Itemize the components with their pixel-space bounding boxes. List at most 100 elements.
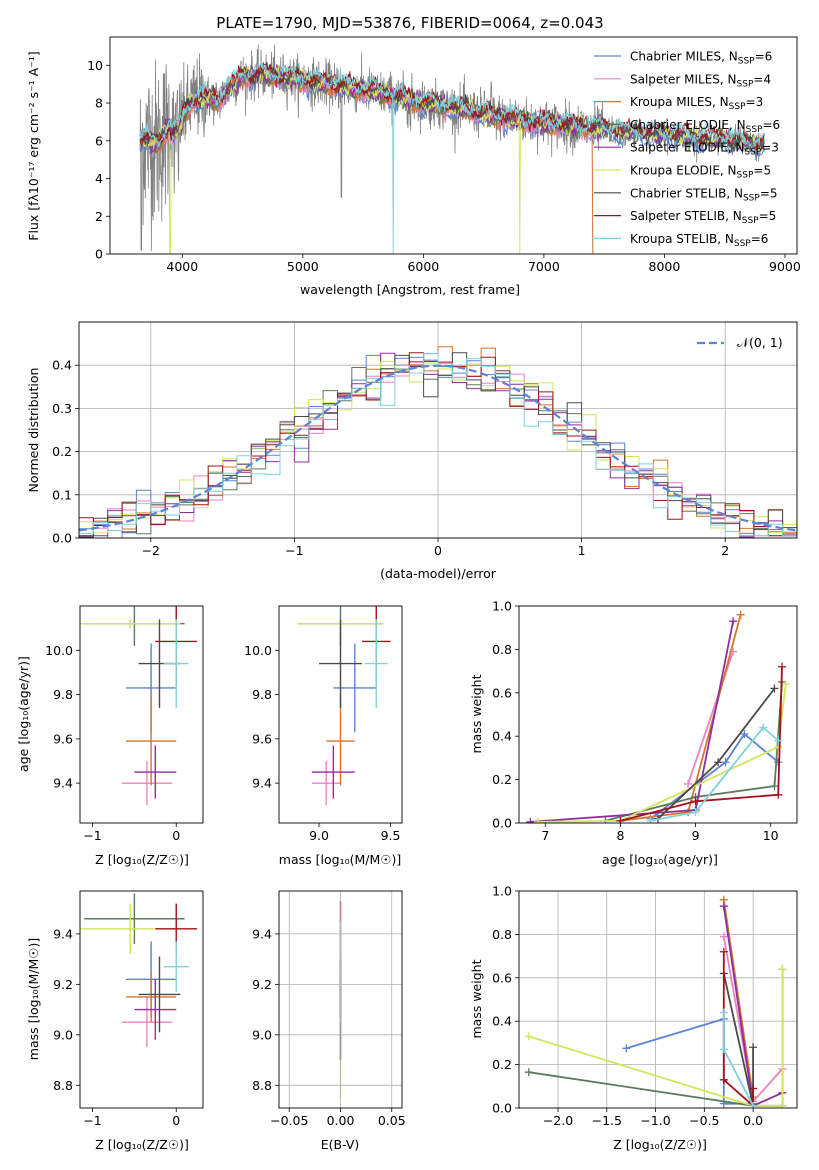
x-tick-label: 1 <box>578 543 586 558</box>
model-spectrum-kroupa-stelib <box>139 61 765 254</box>
panel-5: 7 8 9 10 0.0 0.2 0.4 0.6 0.8 1.0 <box>492 599 798 843</box>
y-tick-label: 10.0 <box>45 643 73 658</box>
axes-frame <box>109 36 798 255</box>
x-tick-label: −1 <box>285 543 303 558</box>
y-tick-label: 8.8 <box>53 1078 73 1093</box>
axes-frame <box>79 890 204 1109</box>
axes-frame <box>518 605 798 824</box>
x-tick-label: 8 <box>616 828 624 843</box>
x-tick-label: −0.5 <box>689 1113 719 1128</box>
y-tick-label: 9.8 <box>252 687 272 702</box>
axes-frame <box>79 605 204 824</box>
plot-area <box>139 44 765 254</box>
legend-label: Chabrier STELIB, N <box>630 186 743 200</box>
y-tick-label: 9.0 <box>252 1027 272 1042</box>
panel-1: 4000 5000 6000 7000 8000 9000 0 2 4 6 8 10 <box>87 36 801 274</box>
y-tick-label: 0.2 <box>492 1057 512 1072</box>
y-tick-label: 0.8 <box>492 927 512 942</box>
y-tick-label: 0.4 <box>492 729 512 744</box>
x-tick-label: 0.00 <box>327 1113 355 1128</box>
weight-marker <box>526 817 535 823</box>
x-axis-label: (data-model)/error <box>380 566 497 581</box>
weight-marker <box>749 1043 758 1052</box>
weight-marker <box>524 1068 533 1077</box>
x-tick-label: −1.5 <box>592 1113 622 1128</box>
legend-suffix: =5 <box>760 186 778 200</box>
y-tick-label: 9.4 <box>53 926 73 941</box>
y-tick-label: 9.6 <box>53 731 73 746</box>
plot-area <box>79 322 797 538</box>
x-tick-label: 9 <box>692 828 700 843</box>
plot-area <box>519 891 797 1108</box>
weight-marker <box>533 817 542 823</box>
y-tick-label: 4 <box>95 171 103 186</box>
legend-label: Kroupa MILES, N <box>630 95 729 109</box>
legend-entry: Kroupa ELODIE, NSSP=5 <box>630 164 771 181</box>
y-axis-label: mass weight <box>469 674 484 753</box>
x-axis-label: Z [log₁₀(Z/Z☉)] <box>613 1137 707 1152</box>
weight-marker <box>719 902 728 911</box>
y-tick-label: 9.4 <box>252 776 272 791</box>
y-tick-label: 10 <box>87 58 103 73</box>
weight-marker <box>774 736 783 745</box>
panel-2: −2 −1 0 1 2 0.0 0.1 0.2 0.3 0.4 <box>52 321 798 558</box>
weight-marker <box>691 797 700 806</box>
x-tick-label: 7000 <box>528 259 560 274</box>
y-tick-label: 9.4 <box>53 776 73 791</box>
weight-marker <box>740 730 749 739</box>
panel-7: −0.05 0.00 0.05 8.8 9.0 9.2 9.4 <box>252 890 406 1128</box>
weight-marker <box>777 662 786 671</box>
legend-entry: Chabrier ELODIE, NSSP=6 <box>630 118 780 135</box>
axes-frame <box>278 605 403 824</box>
plot-area <box>526 610 790 823</box>
x-axis-label: Z [log₁₀(Z/Z☉)] <box>95 852 189 867</box>
legend-label: Chabrier MILES, N <box>630 50 738 64</box>
legend-entry: Kroupa MILES, NSSP=3 <box>630 95 763 112</box>
legend-subscript: SSP <box>729 102 746 112</box>
legend-label: Salpeter MILES, N <box>630 72 737 86</box>
weight-line <box>620 666 783 822</box>
y-tick-label: 0.6 <box>492 970 512 985</box>
x-tick-label: −0.05 <box>270 1113 308 1128</box>
legend-subscript: SSP <box>744 148 761 158</box>
x-tick-label: 9000 <box>769 259 801 274</box>
legend-suffix: =4 <box>753 72 771 86</box>
x-tick-label: 9.0 <box>309 828 329 843</box>
legend-suffix: =6 <box>751 232 769 246</box>
x-tick-label: 0 <box>172 1113 180 1128</box>
legend-label: Chabrier ELODIE, N <box>630 118 746 132</box>
weight-line <box>528 969 784 1107</box>
weight-marker <box>781 680 790 689</box>
legend-suffix: =6 <box>755 50 773 64</box>
y-axis-label: age [log₁₀(age/yr)] <box>16 656 31 772</box>
weight-line <box>530 621 734 823</box>
weight-marker <box>719 1045 728 1054</box>
legend-label: Salpeter STELIB, N <box>630 209 742 223</box>
normal-distribution-curve <box>79 364 797 532</box>
y-tick-label: 0 <box>95 247 103 262</box>
weight-marker <box>749 1101 758 1108</box>
weight-marker <box>759 723 768 732</box>
y-tick-label: 2 <box>95 209 103 224</box>
legend-subscript: SSP <box>746 125 763 135</box>
weight-marker <box>646 816 655 823</box>
weight-marker <box>736 610 745 619</box>
legend-entry: Salpeter STELIB, NSSP=5 <box>630 209 776 226</box>
y-tick-label: 10.0 <box>244 643 272 658</box>
weight-marker <box>719 1008 728 1017</box>
weight-marker <box>719 947 728 956</box>
weight-marker <box>749 1084 758 1093</box>
y-tick-label: 0.4 <box>52 358 72 373</box>
x-tick-label: 10 <box>763 828 779 843</box>
x-tick-label: 4000 <box>166 259 198 274</box>
y-axis-label: mass [log₁₀(M/M☉)] <box>26 938 41 1060</box>
y-tick-label: 8.8 <box>252 1078 272 1093</box>
x-tick-label: −2 <box>142 543 160 558</box>
weight-marker <box>684 779 693 788</box>
legend-subscript: SSP <box>743 193 760 203</box>
legend-subscript: SSP <box>734 239 751 249</box>
x-tick-label: 6000 <box>407 259 439 274</box>
legend-suffix: =3 <box>746 95 764 109</box>
x-axis-label: Z [log₁₀(Z/Z☉)] <box>95 1137 189 1152</box>
